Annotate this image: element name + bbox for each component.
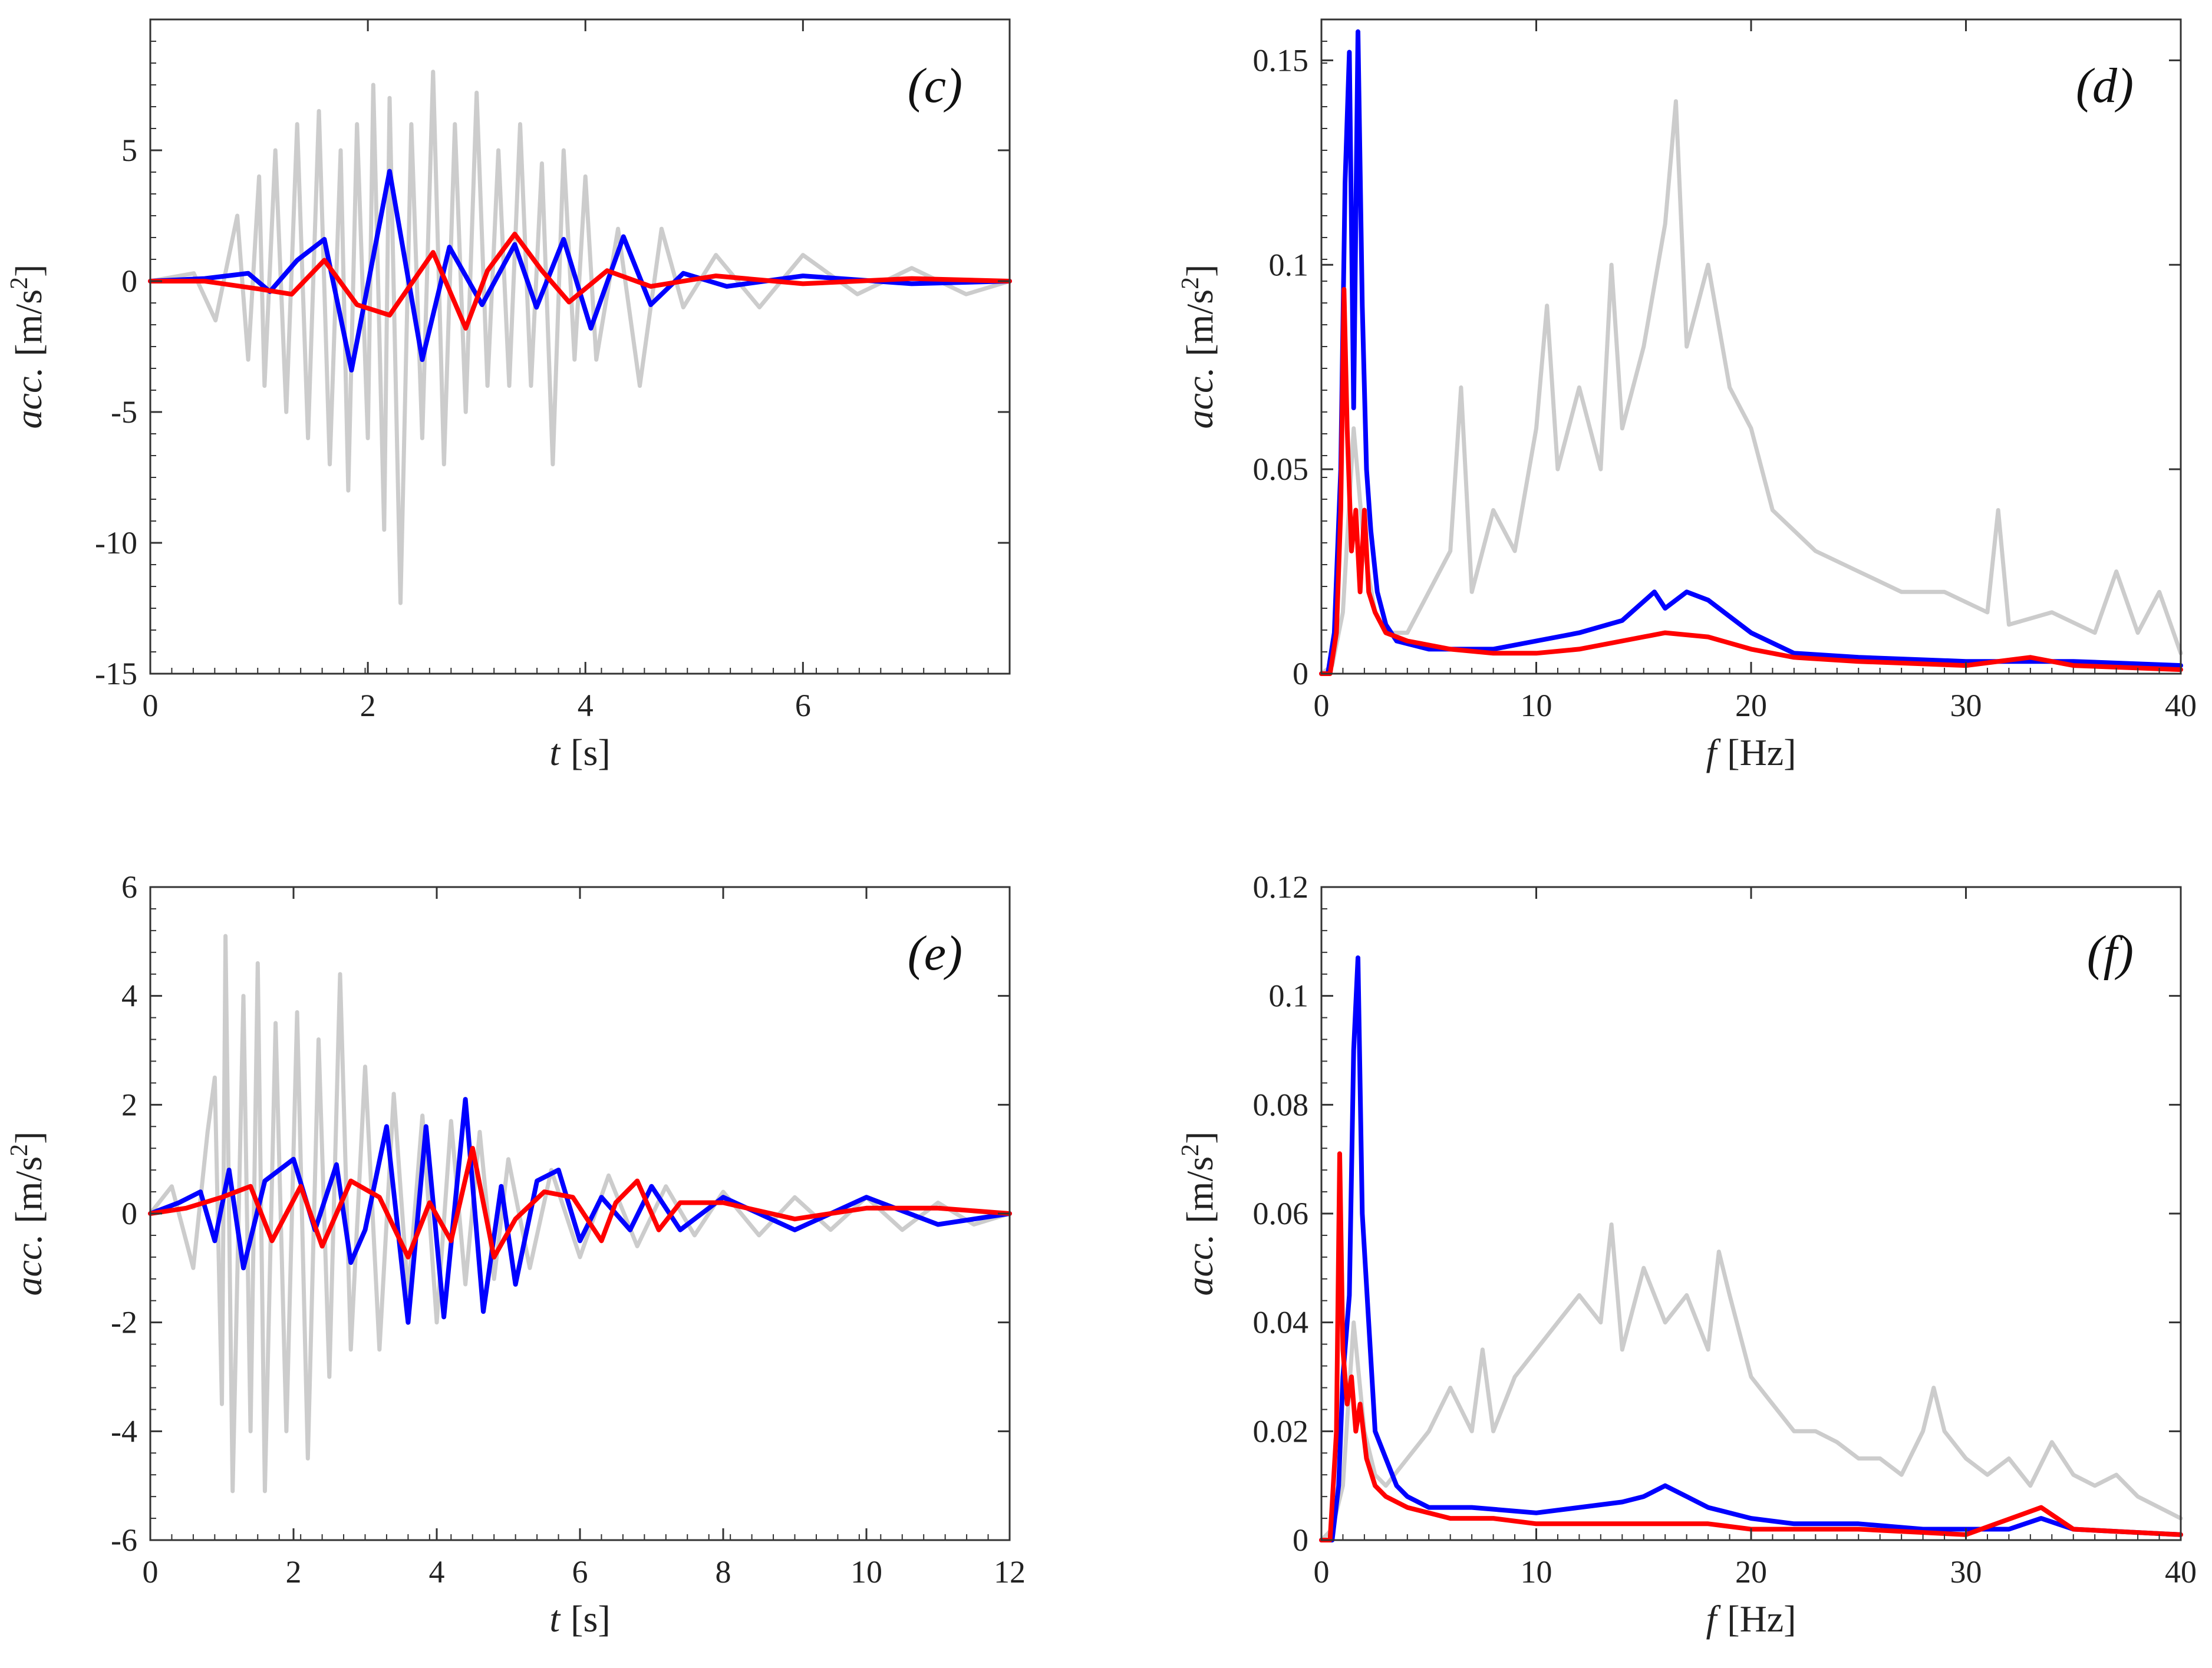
y-tick-label-f: 0.08 — [1253, 1087, 1309, 1122]
y-axis-unit-exponent-d: 2 — [1177, 277, 1204, 289]
y-axis-unit-exponent-c: 2 — [6, 277, 33, 289]
y-tick-label-c: -5 — [111, 394, 137, 430]
y-tick-label-e: 4 — [121, 978, 137, 1014]
y-axis-variable-e: acc. — [8, 1234, 50, 1296]
x-axis-label-f: f [Hz] — [1706, 1598, 1796, 1640]
y-tick-label-e: -2 — [111, 1305, 137, 1340]
series-red-line-e — [148, 1146, 1012, 1260]
series-red-line-d — [1319, 286, 2183, 676]
series-blue-line-e — [148, 1097, 1012, 1325]
x-tick-label-f: 20 — [1735, 1554, 1767, 1590]
y-axis-label-e: acc. [m/s2] — [6, 1132, 50, 1296]
x-axis-label-c: t [s] — [549, 731, 610, 773]
series-blue-line-f — [1319, 955, 2183, 1542]
y-axis-label-d: acc. [m/s2] — [1177, 265, 1221, 429]
y-tick-label-f: 0 — [1293, 1522, 1308, 1558]
x-axis-unit-d: [Hz] — [1727, 731, 1796, 773]
panel-label-c: (c) — [908, 58, 962, 113]
x-tick-label-e: 10 — [850, 1554, 882, 1590]
x-tick-label-f: 0 — [1314, 1554, 1330, 1590]
y-axis-variable-c: acc. — [8, 367, 50, 429]
x-tick-label-c: 0 — [143, 688, 159, 723]
x-axis-unit-c: [s] — [571, 731, 611, 773]
y-axis-variable-f: acc. — [1179, 1234, 1221, 1296]
x-tick-label-d: 20 — [1735, 688, 1767, 723]
x-tick-label-f: 40 — [2165, 1554, 2197, 1590]
panel-label-e: (e) — [908, 926, 962, 981]
x-axis-unit-e: [s] — [571, 1598, 611, 1640]
x-tick-label-f: 10 — [1521, 1554, 1552, 1590]
panel-f: 0 10 20 30 40 0 0.02 0.04 0.06 0.08 0.1 0.12 f [Hz] ac… — [1177, 869, 2197, 1640]
y-tick-label-d: 0.1 — [1269, 247, 1309, 282]
y-tick-label-d: 0.15 — [1253, 42, 1309, 78]
series-red-line-f — [1319, 1151, 2183, 1542]
x-tick-label-d: 0 — [1314, 688, 1330, 723]
y-axis-unit-c: [m/s — [8, 289, 50, 357]
x-tick-label-d: 10 — [1521, 688, 1552, 723]
y-tick-label-f: 0.06 — [1253, 1196, 1309, 1231]
y-axis-unit-close-c: ] — [8, 265, 50, 277]
x-tick-label-c: 4 — [578, 688, 594, 723]
x-tick-label-f: 30 — [1950, 1554, 1982, 1590]
y-axis-label-f: acc. [m/s2] — [1177, 1132, 1221, 1296]
y-tick-label-e: -6 — [111, 1522, 137, 1558]
x-tick-label-e: 4 — [429, 1554, 445, 1590]
series-input-line-d — [1319, 99, 2183, 676]
x-tick-label-e: 6 — [572, 1554, 588, 1590]
y-axis-unit-close-f: ] — [1179, 1132, 1221, 1144]
panel-label-f: (f) — [2087, 926, 2134, 981]
panel-label-d: (d) — [2076, 58, 2134, 113]
y-tick-label-c: -15 — [95, 656, 137, 691]
y-axis-unit-exponent-e: 2 — [6, 1144, 33, 1156]
x-tick-label-e: 8 — [716, 1554, 731, 1590]
x-tick-label-d: 40 — [2165, 688, 2197, 723]
y-axis-variable-d: acc. — [1179, 367, 1221, 429]
x-tick-label-e: 12 — [994, 1554, 1026, 1590]
y-tick-label-c: 0 — [121, 263, 137, 299]
x-axis-unit-f: [Hz] — [1727, 1598, 1796, 1640]
y-tick-label-e: 2 — [121, 1087, 137, 1122]
x-tick-label-e: 0 — [143, 1554, 159, 1590]
x-axis-variable-e: t — [549, 1598, 561, 1640]
series-input-line-f — [1319, 1222, 2183, 1542]
y-tick-label-c: 5 — [121, 133, 137, 168]
series-red-line-c — [148, 232, 1012, 331]
x-tick-label-e: 2 — [286, 1554, 302, 1590]
y-axis-unit-d: [m/s — [1179, 289, 1221, 357]
y-tick-label-e: 6 — [121, 869, 137, 905]
x-axis-variable-c: t — [549, 731, 561, 773]
y-tick-label-e: -4 — [111, 1413, 137, 1449]
x-tick-label-c: 2 — [360, 688, 376, 723]
x-axis-label-e: t [s] — [549, 1598, 610, 1640]
y-tick-label-d: 0.05 — [1253, 451, 1309, 487]
y-tick-label-f: 0.04 — [1253, 1305, 1309, 1340]
y-tick-label-d: 0 — [1293, 656, 1308, 691]
y-tick-label-f: 0.1 — [1269, 978, 1309, 1014]
y-tick-label-f: 0.02 — [1253, 1413, 1309, 1449]
y-tick-label-f: 0.12 — [1253, 869, 1309, 905]
y-axis-unit-exponent-f: 2 — [1177, 1144, 1204, 1156]
y-axis-unit-f: [m/s — [1179, 1156, 1221, 1224]
x-tick-label-d: 30 — [1950, 688, 1982, 723]
x-tick-label-c: 6 — [795, 688, 811, 723]
y-axis-unit-close-e: ] — [8, 1132, 50, 1144]
y-tick-label-e: 0 — [121, 1196, 137, 1231]
y-tick-label-c: -10 — [95, 525, 137, 561]
y-axis-label-c: acc. [m/s2] — [6, 265, 50, 429]
y-axis-unit-e: [m/s — [8, 1156, 50, 1224]
y-axis-unit-close-d: ] — [1179, 265, 1221, 277]
